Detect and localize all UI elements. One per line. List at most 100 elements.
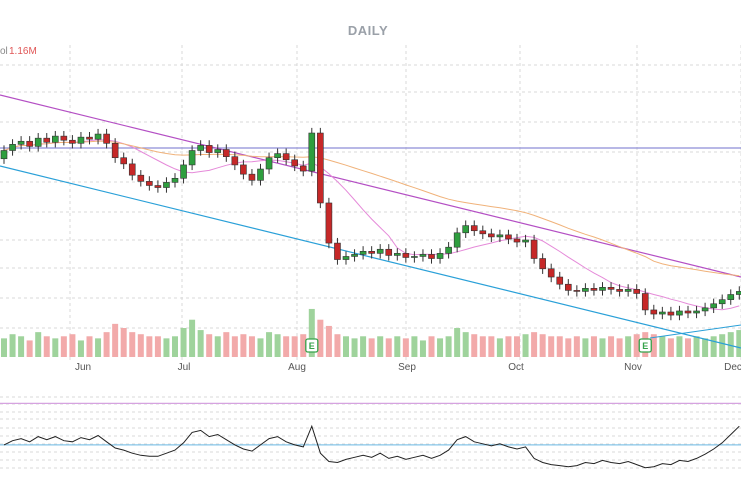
volume-bar bbox=[385, 338, 392, 357]
candle-body bbox=[710, 303, 717, 309]
candle-body bbox=[505, 234, 512, 240]
volume-bar bbox=[394, 336, 401, 357]
volume-bar bbox=[556, 336, 563, 357]
volume-bar bbox=[496, 338, 503, 357]
volume-bar bbox=[9, 334, 16, 357]
candle-body bbox=[0, 150, 8, 160]
candle-body bbox=[111, 143, 119, 159]
month-label: Aug bbox=[288, 362, 306, 373]
volume-bar bbox=[685, 338, 691, 357]
volume-bar bbox=[86, 336, 93, 357]
candle-body bbox=[17, 140, 25, 145]
candle-body bbox=[402, 253, 410, 258]
oscillator-panel bbox=[0, 396, 741, 469]
upper-trendline bbox=[0, 94, 741, 278]
volume-bar bbox=[445, 336, 452, 357]
volume-bar bbox=[531, 332, 538, 357]
volume-bar bbox=[514, 336, 520, 357]
volume-bar bbox=[488, 336, 495, 357]
candle-body bbox=[718, 299, 726, 305]
grid bbox=[0, 45, 741, 360]
chart-title: DAILY bbox=[348, 23, 388, 38]
volume-bar bbox=[283, 336, 290, 357]
candle-body bbox=[86, 136, 93, 140]
volume-value: 1.16M bbox=[9, 46, 37, 57]
candle-body bbox=[214, 149, 222, 153]
volume-bar bbox=[1, 338, 7, 357]
volume-bar bbox=[334, 334, 341, 357]
volume-bar bbox=[163, 338, 170, 357]
volume-bar bbox=[172, 336, 178, 357]
earnings-marker-label: E bbox=[309, 341, 315, 351]
volume-bar bbox=[231, 336, 238, 357]
volume-bar bbox=[120, 328, 127, 357]
candle-body bbox=[522, 239, 529, 243]
candle-body bbox=[342, 256, 350, 260]
volume-bar bbox=[180, 328, 187, 357]
volume-bar bbox=[197, 330, 204, 357]
candle-body bbox=[479, 230, 487, 235]
moving-average-slow bbox=[3, 140, 740, 277]
candle-body bbox=[667, 311, 675, 316]
candle-body bbox=[282, 153, 290, 161]
volume-bar bbox=[573, 336, 580, 357]
volume-bar bbox=[505, 336, 512, 357]
candle-body bbox=[43, 137, 51, 143]
candle-body bbox=[128, 163, 136, 176]
candle-body bbox=[650, 309, 658, 315]
candle-body bbox=[9, 144, 16, 151]
volume-bar bbox=[137, 334, 144, 357]
candle-body bbox=[103, 133, 110, 144]
volume-bar bbox=[240, 334, 247, 357]
candle-body bbox=[171, 177, 179, 183]
candle-body bbox=[616, 289, 623, 292]
candle-body bbox=[676, 310, 683, 316]
candle-body bbox=[231, 156, 239, 166]
volume-bar bbox=[736, 330, 741, 357]
volume-bar bbox=[608, 336, 615, 357]
candle-body bbox=[163, 182, 170, 188]
moving-average-fast bbox=[3, 139, 740, 311]
volume-bar bbox=[60, 336, 67, 357]
volume-bar bbox=[462, 332, 469, 357]
candle-body bbox=[582, 288, 589, 292]
candle-body bbox=[205, 145, 213, 153]
candle-body bbox=[26, 140, 33, 147]
volume-bar bbox=[454, 328, 461, 357]
candle-body bbox=[470, 225, 478, 232]
candle-body bbox=[556, 276, 564, 285]
volume-bar bbox=[189, 319, 196, 357]
volume-bar bbox=[214, 336, 221, 357]
volume-bar bbox=[18, 336, 25, 357]
volume-bar bbox=[95, 338, 102, 357]
volume-bar bbox=[77, 340, 84, 357]
volume-bar bbox=[274, 334, 281, 357]
volume-bar bbox=[317, 319, 324, 357]
earnings-marker-label: E bbox=[642, 341, 648, 351]
volume-bar bbox=[154, 336, 161, 357]
month-label: Nov bbox=[624, 362, 642, 373]
volume-bar bbox=[659, 336, 666, 357]
volume-bar bbox=[710, 336, 717, 357]
candle-body bbox=[308, 132, 316, 172]
volume-bar bbox=[402, 338, 409, 357]
candle-body bbox=[453, 232, 461, 248]
volume-bar bbox=[539, 334, 546, 357]
volume-bar bbox=[633, 334, 640, 357]
month-label: Oct bbox=[508, 362, 524, 373]
volume-bar bbox=[248, 336, 255, 357]
candle-body bbox=[385, 248, 393, 256]
candle-body bbox=[94, 133, 102, 140]
volume-bar bbox=[719, 334, 726, 357]
candle-body bbox=[419, 254, 427, 257]
earnings-marker bbox=[305, 338, 319, 353]
volume-bar bbox=[206, 334, 213, 357]
candle-body bbox=[411, 256, 418, 258]
volume-bar bbox=[351, 338, 358, 357]
month-label: Jul bbox=[178, 362, 191, 373]
candle-body bbox=[120, 157, 127, 165]
volume-bar bbox=[360, 336, 367, 357]
candle-body bbox=[599, 287, 606, 291]
volume-label: ol bbox=[0, 46, 8, 57]
